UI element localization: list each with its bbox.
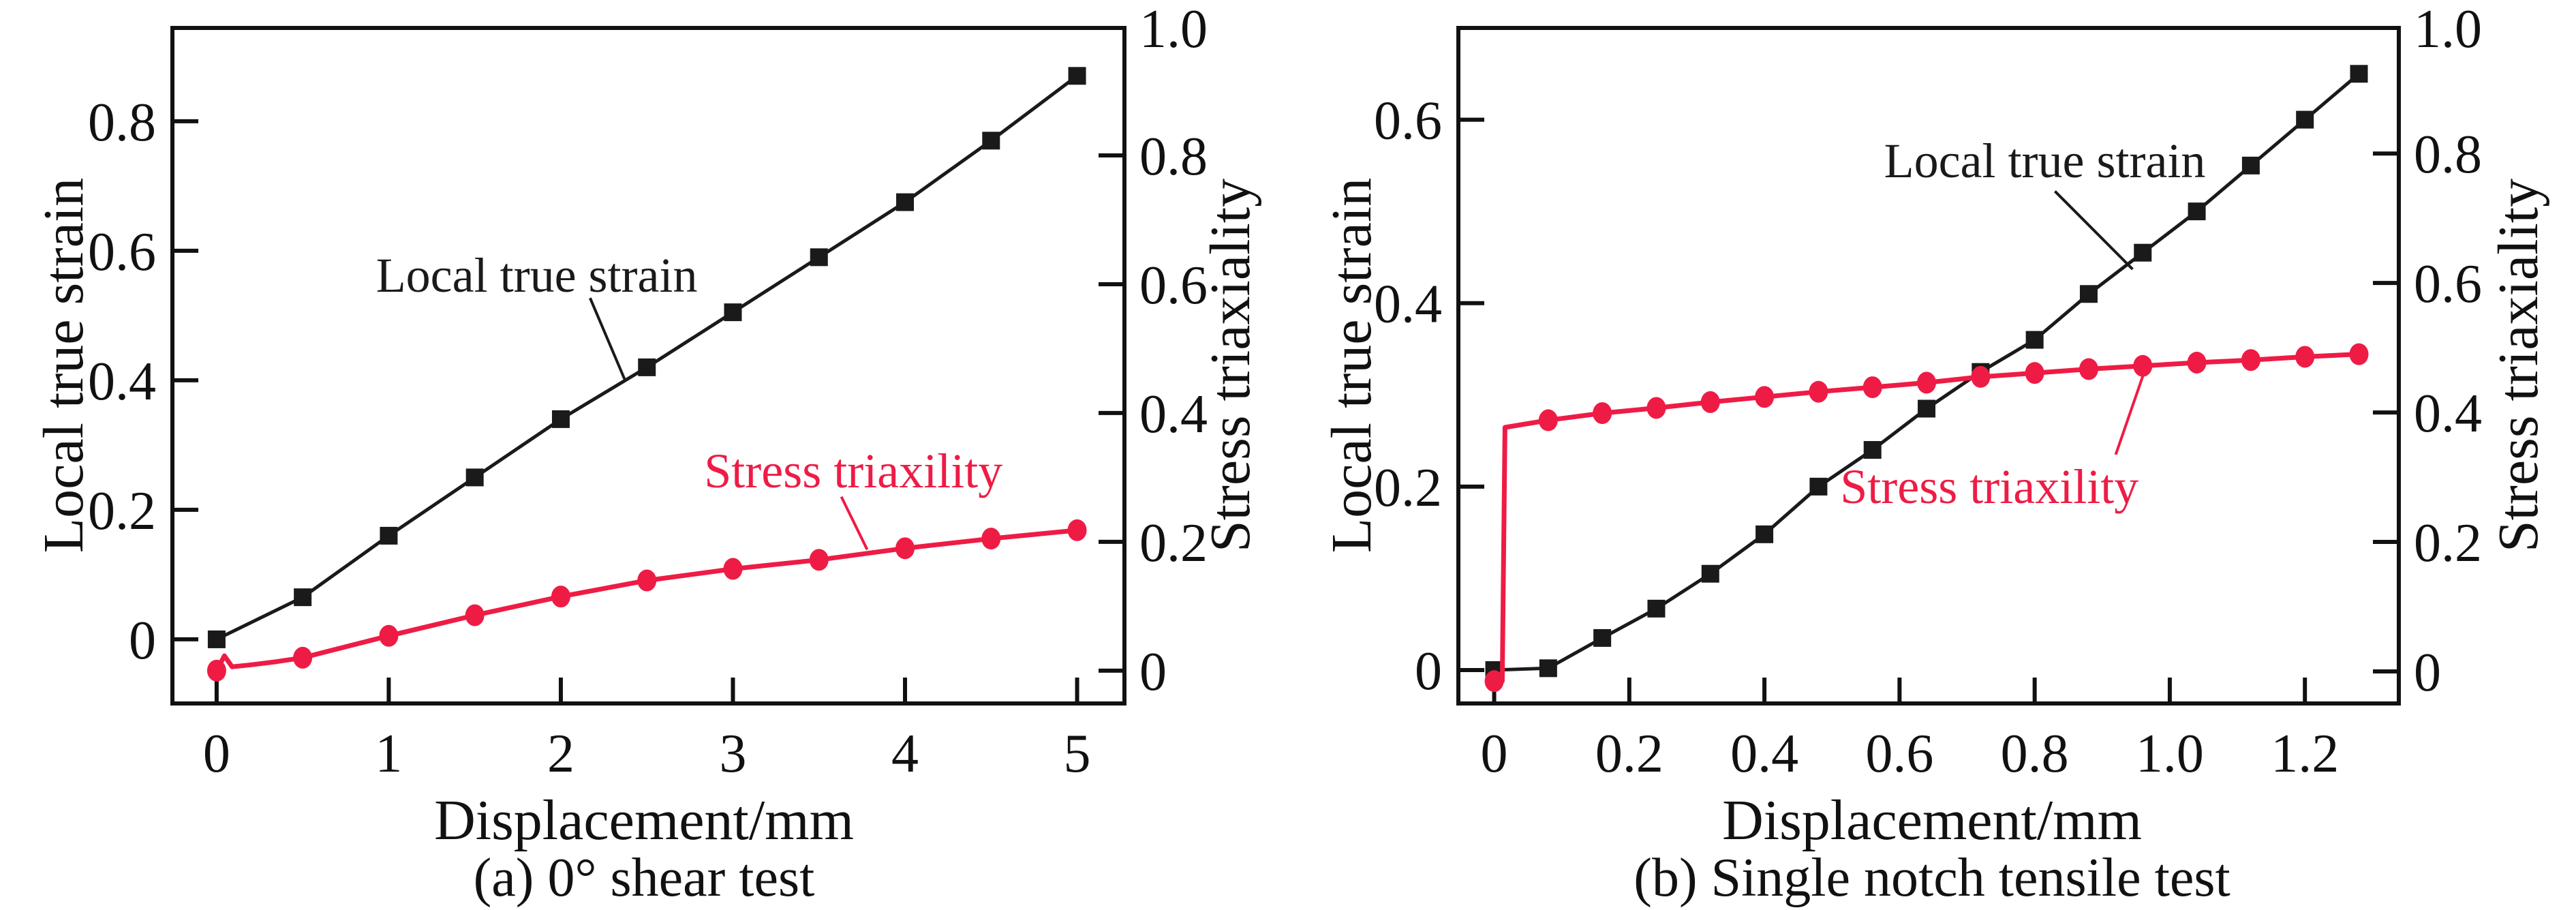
svg-text:1.0: 1.0 xyxy=(2136,724,2204,784)
svg-text:0.2: 0.2 xyxy=(1139,513,1208,573)
svg-text:0.6: 0.6 xyxy=(1374,91,1442,151)
chart-a-x-axis-title: Displacement/mm xyxy=(434,789,854,852)
svg-text:0.8: 0.8 xyxy=(2001,724,2069,784)
svg-text:0: 0 xyxy=(203,724,230,784)
svg-text:0.6: 0.6 xyxy=(2414,254,2482,314)
svg-text:0.6: 0.6 xyxy=(1139,256,1208,316)
chart-b-x-axis-title: Displacement/mm xyxy=(1722,789,2142,852)
svg-text:0.8: 0.8 xyxy=(1139,127,1208,187)
chart-a-strain-annotation: Local true strain xyxy=(375,247,698,303)
svg-text:0.4: 0.4 xyxy=(1374,275,1442,335)
chart-b-plot-area: 0 0.2 0.4 0.6 0.8 1.0 1.2 0 0.2 0.4 0.6 0 0.2 0.4 0.6 0… xyxy=(1374,0,2482,784)
chart-b-right-axis-title: Stress triaxiality xyxy=(2487,178,2550,553)
svg-text:0.6: 0.6 xyxy=(88,222,156,282)
svg-text:1: 1 xyxy=(375,724,402,784)
chart-a-plot-area: 0 1 2 3 4 500.20.40.60.800.20.40.60.81.0 xyxy=(88,0,1208,784)
svg-text:0: 0 xyxy=(129,611,156,671)
chart-a-caption: (a) 0° shear test xyxy=(473,848,815,908)
svg-text:0: 0 xyxy=(1139,642,1167,702)
svg-text:0.4: 0.4 xyxy=(1139,384,1208,444)
svg-text:0.4: 0.4 xyxy=(88,352,156,412)
svg-text:0.2: 0.2 xyxy=(1374,458,1442,518)
svg-text:2: 2 xyxy=(547,724,574,784)
svg-text:0.8: 0.8 xyxy=(88,93,156,153)
svg-text:0.4: 0.4 xyxy=(2414,384,2482,444)
chart-shear-test: 0 1 2 3 4 5 0 0.2 0.4 0.6 0.8 0 0.2 0.4 0.6 0.8 1.0 Loca… xyxy=(32,0,1262,908)
svg-text:0.4: 0.4 xyxy=(1730,724,1798,784)
svg-text:3: 3 xyxy=(719,724,746,784)
chart-a-left-axis-title: Local true strain xyxy=(32,177,95,553)
chart-b-strain-annotation: Local true strain xyxy=(1884,134,2206,189)
chart-b-triax-annotation: Stress triaxility xyxy=(1840,459,2139,515)
svg-text:5: 5 xyxy=(1064,724,1091,784)
svg-text:1.0: 1.0 xyxy=(1139,0,1208,59)
svg-text:0: 0 xyxy=(1415,641,1442,701)
chart-b-left-axis-title: Local true strain xyxy=(1320,177,1383,553)
svg-text:0.6: 0.6 xyxy=(1865,724,1933,784)
chart-a-triax-annotation: Stress triaxility xyxy=(704,443,1003,498)
svg-text:4: 4 xyxy=(891,724,919,784)
svg-text:0.2: 0.2 xyxy=(88,481,156,541)
svg-text:0.2: 0.2 xyxy=(2414,513,2482,573)
svg-text:0: 0 xyxy=(1481,724,1508,784)
svg-text:0: 0 xyxy=(2414,643,2441,703)
svg-text:0.2: 0.2 xyxy=(1595,724,1663,784)
chart-a-right-axis-title: Stress triaxiality xyxy=(1199,178,1262,553)
svg-text:1.0: 1.0 xyxy=(2414,0,2482,59)
svg-text:0.8: 0.8 xyxy=(2414,125,2482,185)
chart-notch-tensile-test: 0 0.2 0.4 0.6 0.8 1.0 1.2 0 0.2 0.4 0.6 0 0.2 0.4 0.6 0… xyxy=(1288,0,2576,910)
chart-b-caption: (b) Single notch tensile test xyxy=(1634,848,2230,908)
svg-text:1.2: 1.2 xyxy=(2271,724,2339,784)
